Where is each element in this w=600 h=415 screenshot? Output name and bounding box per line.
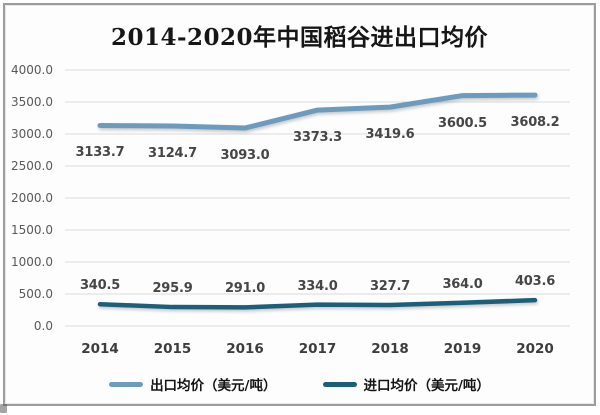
chart-title: 2014-2020年中国稻谷进出口均价 (110, 24, 489, 51)
data-label: 3608.2 (510, 115, 560, 131)
y-axis-tick-label: 4000.0 (11, 63, 53, 77)
y-axis-tick-label: 0.0 (33, 319, 53, 333)
legend-label: 出口均价（美元/吨） (150, 378, 277, 394)
y-axis-tick-label: 500.0 (18, 287, 53, 301)
chart-canvas (65, 69, 570, 327)
x-axis-tick-label: 2016 (226, 341, 264, 357)
chart-frame: 2014-2020年中国稻谷进出口均价 0.0 500.0 1000.0 1500.0… (3, 3, 596, 406)
chart-legend: 出口均价（美元/吨） 进口均价（美元/吨） (5, 374, 594, 394)
y-axis-tick-label: 3500.0 (11, 95, 53, 109)
data-label: 3600.5 (438, 115, 487, 131)
data-label: 334.0 (297, 278, 338, 294)
data-label: 3124.7 (148, 146, 197, 162)
legend-item-import: 进口均价（美元/吨） (322, 374, 490, 394)
y-axis-tick-label: 1500.0 (11, 223, 53, 237)
data-label: 295.9 (152, 281, 193, 297)
x-axis-tick-label: 2017 (298, 341, 337, 357)
data-label: 3419.6 (365, 127, 415, 143)
legend-item-export: 出口均价（美元/吨） (109, 374, 277, 394)
legend-line-swatch (322, 381, 357, 387)
legend-line-swatch (109, 381, 144, 387)
series-line-1 (97, 297, 538, 310)
corner-artifact (0, 404, 7, 413)
x-axis-tick-label: 2019 (443, 341, 482, 357)
y-axis-tick-label: 3000.0 (11, 127, 53, 141)
data-label: 364.0 (442, 276, 483, 292)
x-axis-tick-label: 2014 (81, 341, 119, 357)
data-label: 291.0 (224, 281, 266, 297)
y-axis-tick-label: 2000.0 (11, 191, 53, 205)
data-label: 327.7 (369, 279, 411, 295)
x-axis-tick-label: 2020 (516, 341, 554, 357)
y-axis-tick-label: 2500.0 (11, 159, 53, 173)
data-label: 3133.7 (75, 145, 125, 161)
data-label: 3373.3 (293, 130, 342, 146)
plot-area: 0.0 500.0 1000.0 1500.0 2000.0 2500.0 3000.0 35… (5, 5, 594, 404)
x-axis-tick-label: 2015 (153, 341, 192, 357)
series-line-0 (97, 92, 538, 131)
data-label: 3093.0 (220, 148, 270, 164)
data-label: 403.6 (514, 274, 556, 290)
x-axis-tick-label: 2018 (371, 341, 409, 357)
legend-label: 进口均价（美元/吨） (363, 378, 490, 394)
data-label: 340.5 (79, 278, 121, 294)
y-axis-tick-label: 1000.0 (11, 255, 53, 269)
